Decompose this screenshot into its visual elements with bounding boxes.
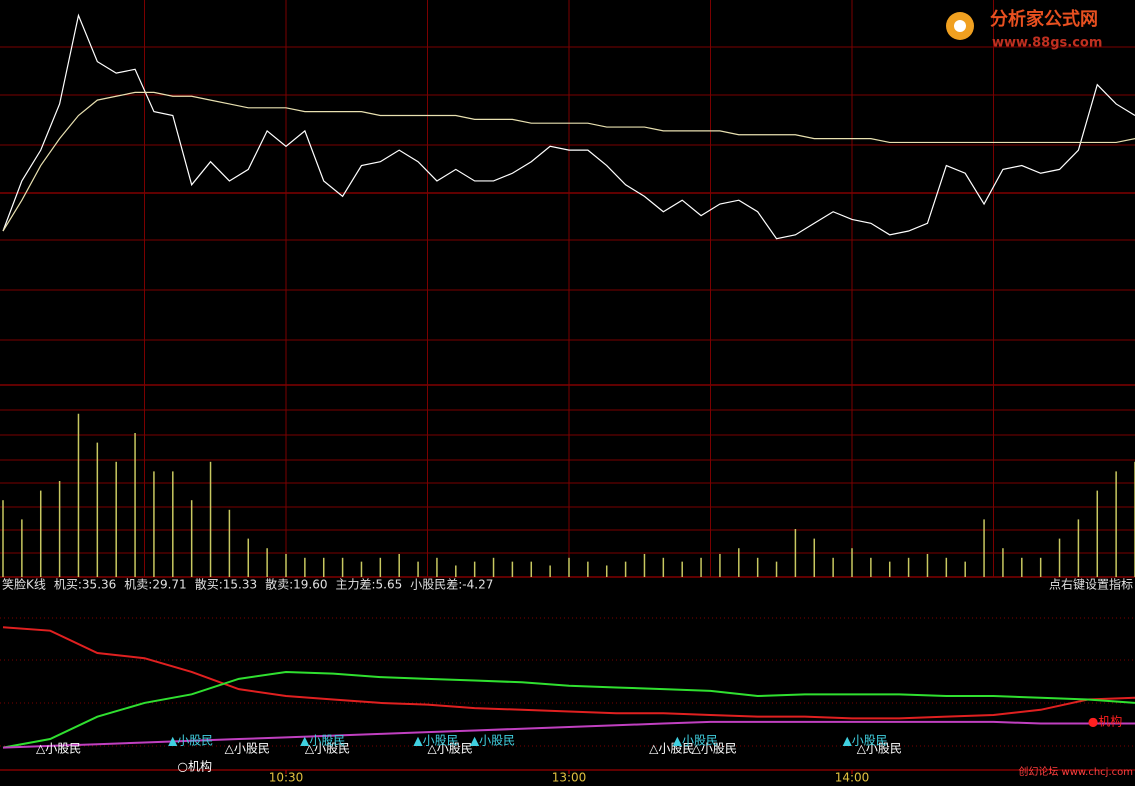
- annotation: ○机构: [178, 759, 212, 774]
- annotation: ▲小股民: [168, 734, 213, 748]
- series-line: [2, 13, 1135, 240]
- annotation: ▲小股民: [843, 734, 888, 748]
- legend-item: 机卖:29.71: [124, 578, 186, 592]
- legend-item: 散卖:19.60: [265, 577, 327, 592]
- annotation: △小股民: [225, 742, 270, 756]
- series-line: [2, 626, 1135, 720]
- logo-icon: [954, 20, 966, 32]
- legend-item: 小股民差:-4.27: [410, 578, 493, 592]
- x-tick-label: 13:00: [552, 771, 587, 785]
- annotation: ▲小股民: [413, 734, 458, 748]
- x-tick-label: 14:00: [835, 771, 870, 785]
- annotation: △小股民: [649, 742, 694, 756]
- annotation: △小股民: [36, 742, 81, 756]
- legend-item: 主力差:5.65: [336, 578, 403, 592]
- indicator-note: 点右键设置指标: [1049, 577, 1133, 592]
- legend-item: 机买:35.36: [54, 578, 116, 592]
- annotation: ▲小股民: [673, 734, 718, 748]
- annotation: △小股民: [857, 742, 902, 756]
- annotation: ●机构: [1088, 714, 1122, 729]
- annotation: △小股民: [305, 742, 350, 756]
- legend-item: 散买:15.33: [195, 577, 257, 592]
- annotation: △小股民: [428, 742, 473, 756]
- indicator-title: 笑脸K线: [2, 577, 46, 592]
- series-line: [2, 670, 1135, 749]
- watermark: 创幻论坛 www.chcj.com: [1018, 765, 1133, 778]
- logo-title: 分析家公式网: [990, 8, 1098, 30]
- annotation: ▲小股民: [300, 734, 345, 748]
- series-line: [2, 720, 1135, 749]
- x-tick-label: 10:30: [269, 771, 304, 785]
- logo-url: www.88gs.com: [992, 36, 1102, 51]
- annotation: ▲小股民: [470, 734, 515, 748]
- annotation: △小股民: [692, 742, 737, 756]
- series-line: [2, 91, 1135, 232]
